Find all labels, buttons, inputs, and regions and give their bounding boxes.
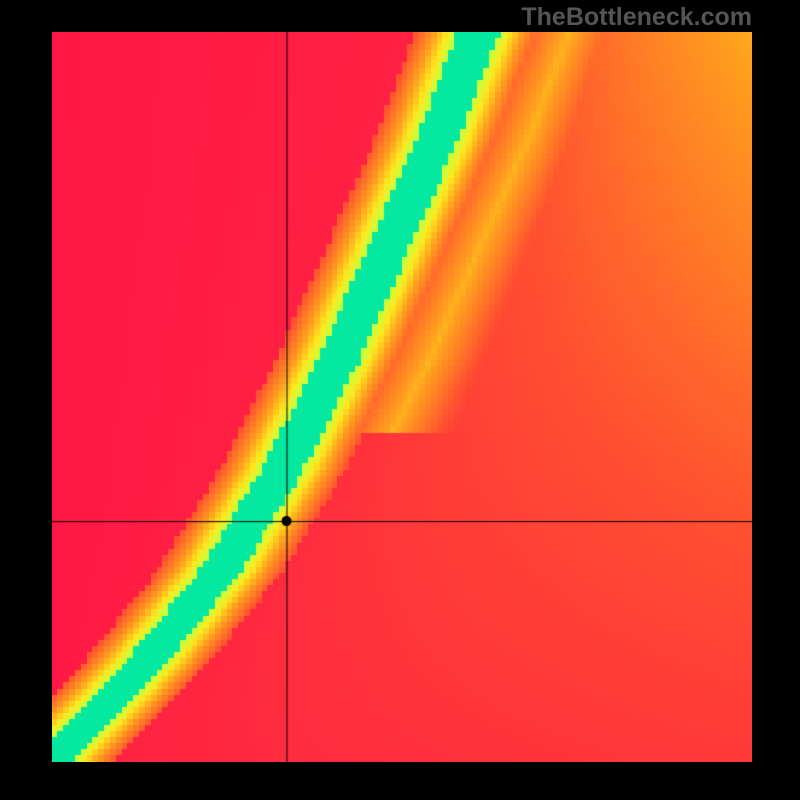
bottleneck-heatmap <box>52 32 752 762</box>
watermark-text: TheBottleneck.com <box>521 3 752 32</box>
chart-root: TheBottleneck.com <box>0 0 800 800</box>
